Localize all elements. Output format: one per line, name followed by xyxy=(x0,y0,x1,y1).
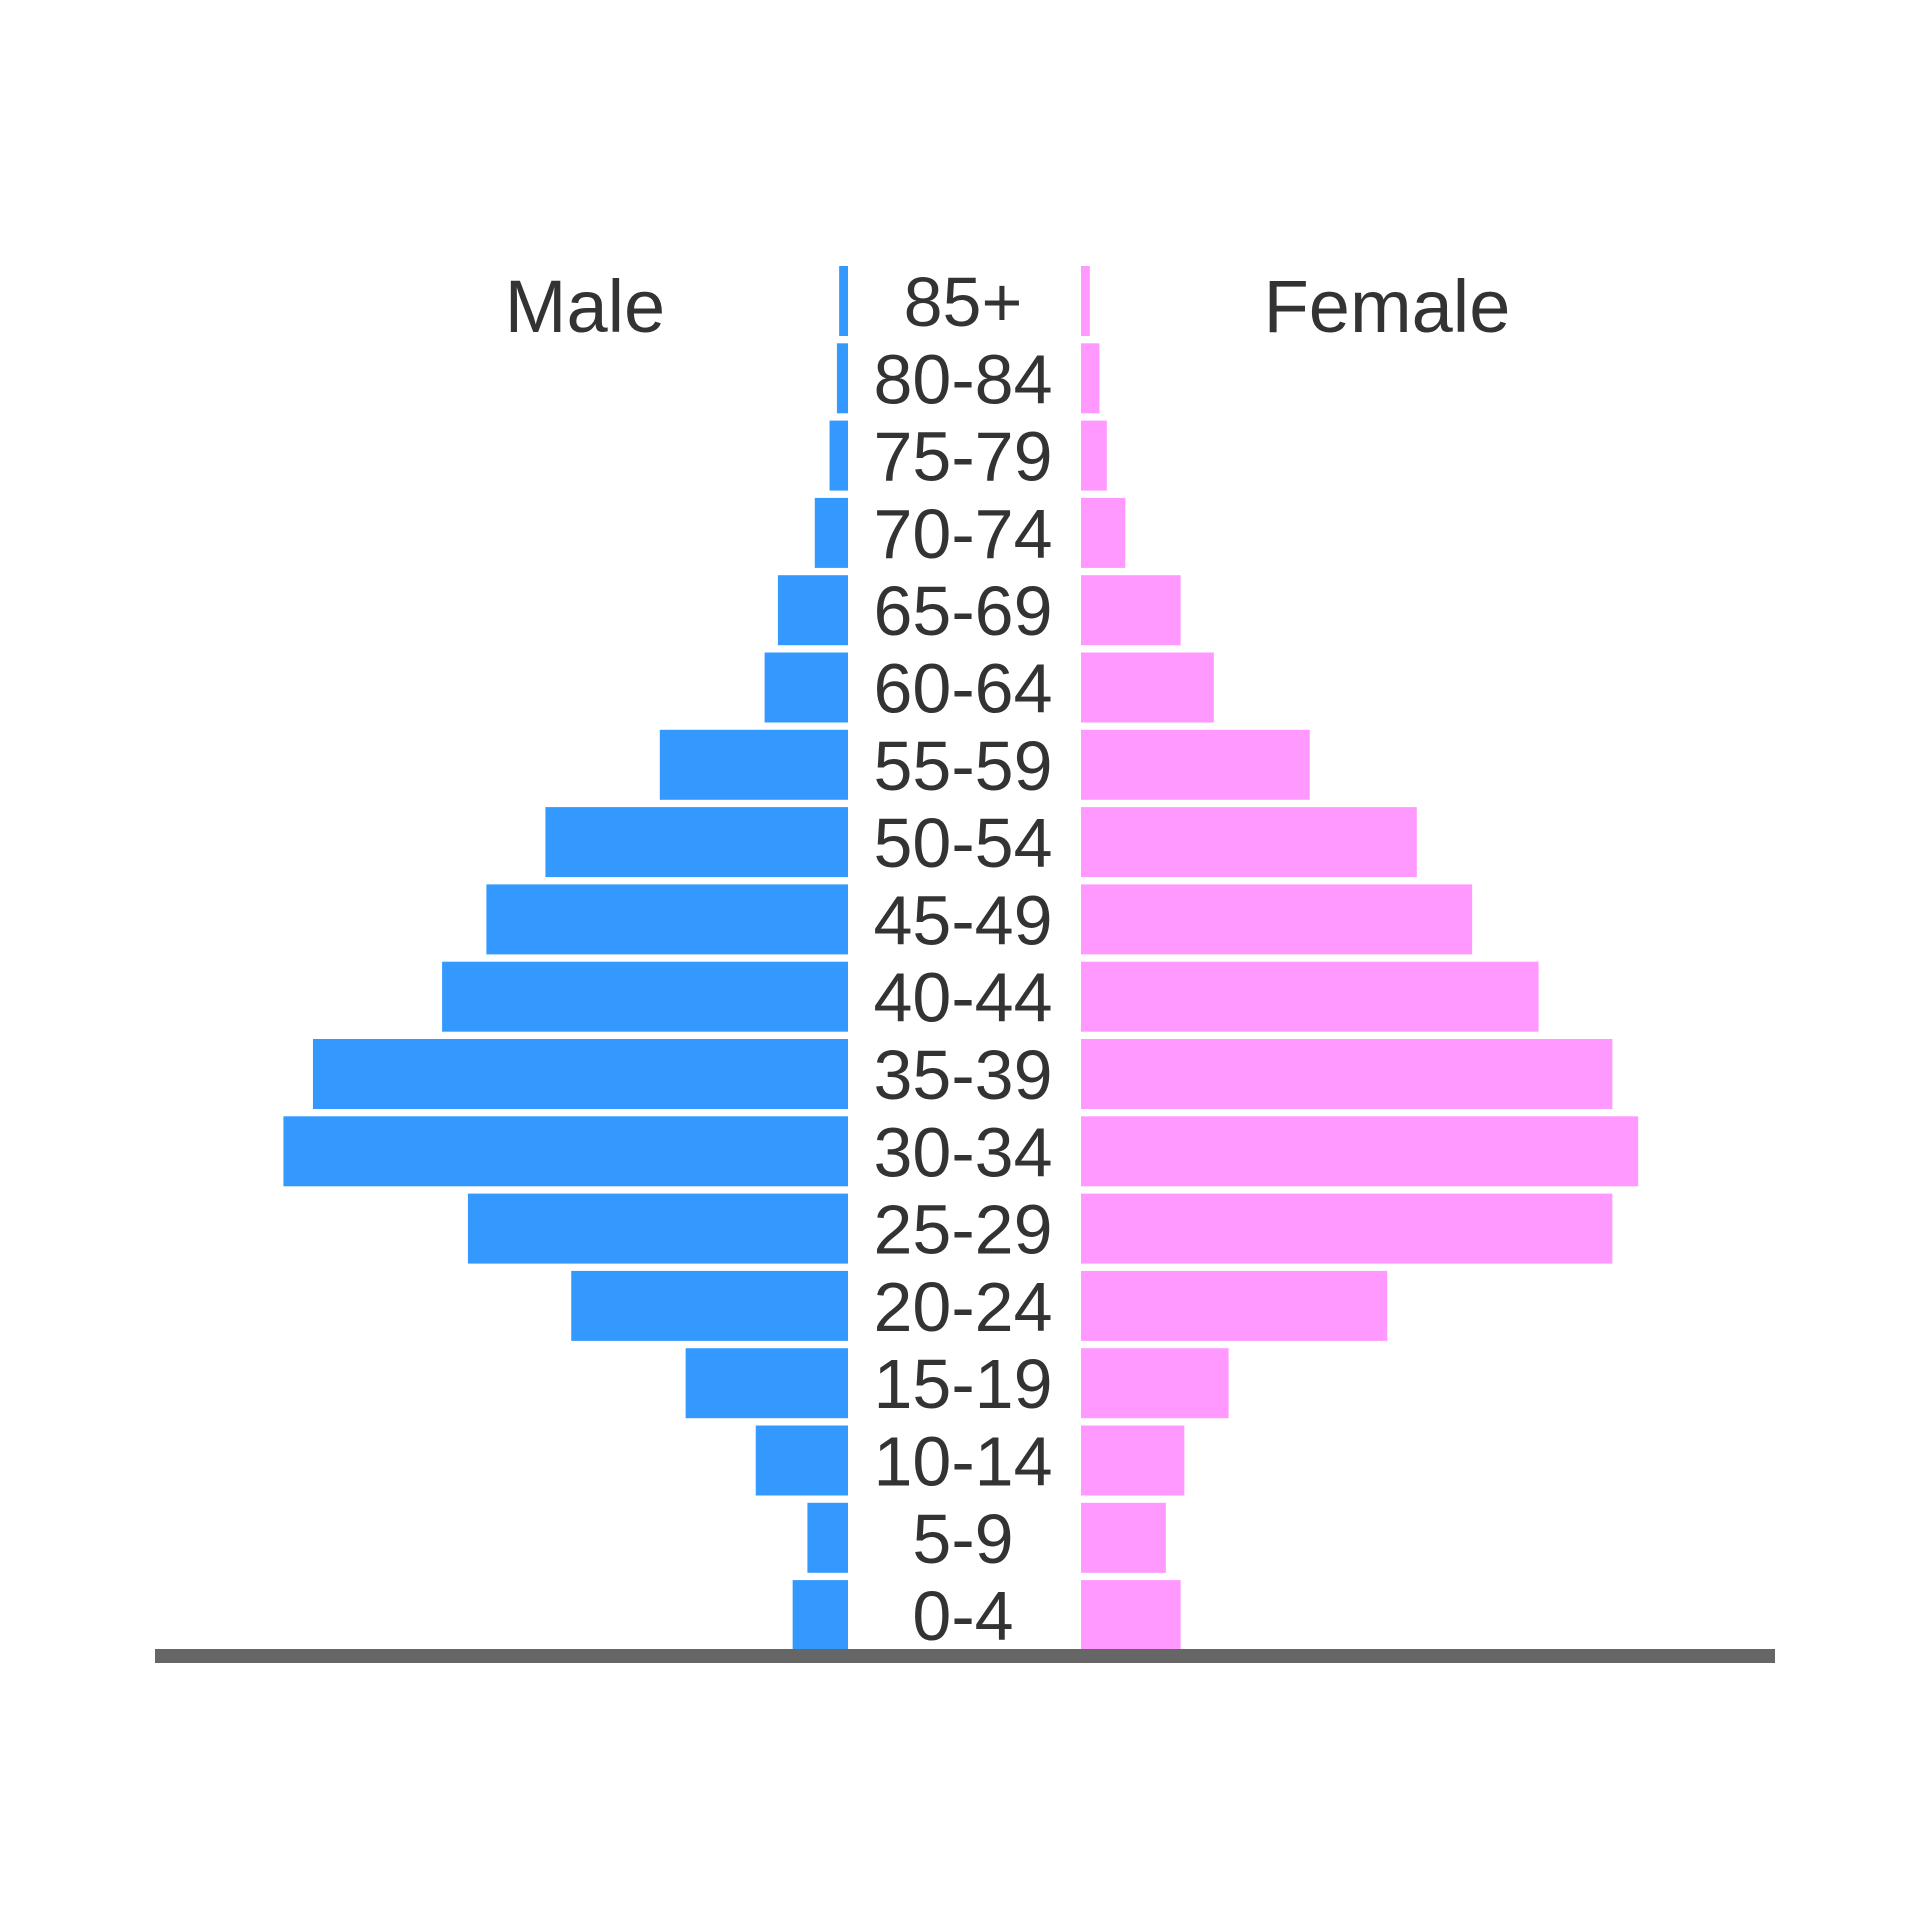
female-bar-50-54 xyxy=(1081,807,1417,878)
male-bar-75-79 xyxy=(829,420,848,491)
female-bar-80-84 xyxy=(1081,343,1100,414)
age-label-65-69: 65-69 xyxy=(873,572,1052,650)
female-bar-45-49 xyxy=(1081,884,1473,955)
male-bar-10-14 xyxy=(755,1425,848,1496)
male-bar-40-44 xyxy=(442,961,848,1032)
female-bar-5-9 xyxy=(1081,1502,1166,1573)
age-label-60-64: 60-64 xyxy=(873,650,1052,728)
female-bar-70-74 xyxy=(1081,497,1126,568)
male-bar-30-34 xyxy=(283,1116,848,1187)
male-bar-50-54 xyxy=(545,807,848,878)
age-label-80-84: 80-84 xyxy=(873,340,1052,418)
male-bar-55-59 xyxy=(659,729,848,800)
male-bar-0-4 xyxy=(792,1580,848,1651)
female-bar-65-69 xyxy=(1081,575,1181,646)
female-bar-25-29 xyxy=(1081,1193,1613,1264)
age-label-15-19: 15-19 xyxy=(873,1345,1052,1423)
male-bar-45-49 xyxy=(486,884,848,955)
male-bar-80-84 xyxy=(836,343,848,414)
female-bar-15-19 xyxy=(1081,1348,1229,1419)
age-label-75-79: 75-79 xyxy=(873,418,1052,496)
female-bars xyxy=(1081,266,1639,1651)
male-bar-60-64 xyxy=(764,652,848,723)
age-label-55-59: 55-59 xyxy=(873,727,1052,805)
male-bar-5-9 xyxy=(807,1502,848,1573)
age-label-40-44: 40-44 xyxy=(873,959,1052,1037)
age-label-25-29: 25-29 xyxy=(873,1191,1052,1269)
age-labels: 85+80-8475-7970-7465-6960-6455-5950-5445… xyxy=(873,263,1052,1655)
legend-male: Male xyxy=(505,265,665,348)
age-label-45-49: 45-49 xyxy=(873,881,1052,959)
male-bar-20-24 xyxy=(571,1270,848,1341)
legend-female: Female xyxy=(1264,265,1511,348)
male-bar-15-19 xyxy=(685,1348,848,1419)
female-bar-0-4 xyxy=(1081,1580,1181,1651)
female-bar-60-64 xyxy=(1081,652,1214,723)
female-bar-20-24 xyxy=(1081,1270,1388,1341)
male-bar-85plus xyxy=(839,266,848,336)
male-bar-25-29 xyxy=(467,1193,848,1264)
age-label-30-34: 30-34 xyxy=(873,1113,1052,1191)
age-label-50-54: 50-54 xyxy=(873,804,1052,882)
male-bars xyxy=(283,266,848,1651)
age-label-10-14: 10-14 xyxy=(873,1423,1052,1501)
female-bar-40-44 xyxy=(1081,961,1539,1032)
female-bar-35-39 xyxy=(1081,1039,1613,1109)
male-bar-35-39 xyxy=(312,1039,848,1109)
age-label-0-4: 0-4 xyxy=(912,1577,1013,1655)
male-bar-70-74 xyxy=(814,497,848,568)
female-bar-30-34 xyxy=(1081,1116,1639,1187)
age-label-35-39: 35-39 xyxy=(873,1036,1052,1114)
age-label-70-74: 70-74 xyxy=(873,495,1052,573)
female-bar-85plus xyxy=(1081,266,1090,336)
age-label-85plus: 85+ xyxy=(904,263,1023,341)
female-bar-10-14 xyxy=(1081,1425,1185,1496)
age-label-20-24: 20-24 xyxy=(873,1268,1052,1346)
age-label-5-9: 5-9 xyxy=(912,1500,1013,1578)
female-bar-75-79 xyxy=(1081,420,1107,491)
female-bar-55-59 xyxy=(1081,729,1310,800)
male-bar-65-69 xyxy=(777,575,848,646)
